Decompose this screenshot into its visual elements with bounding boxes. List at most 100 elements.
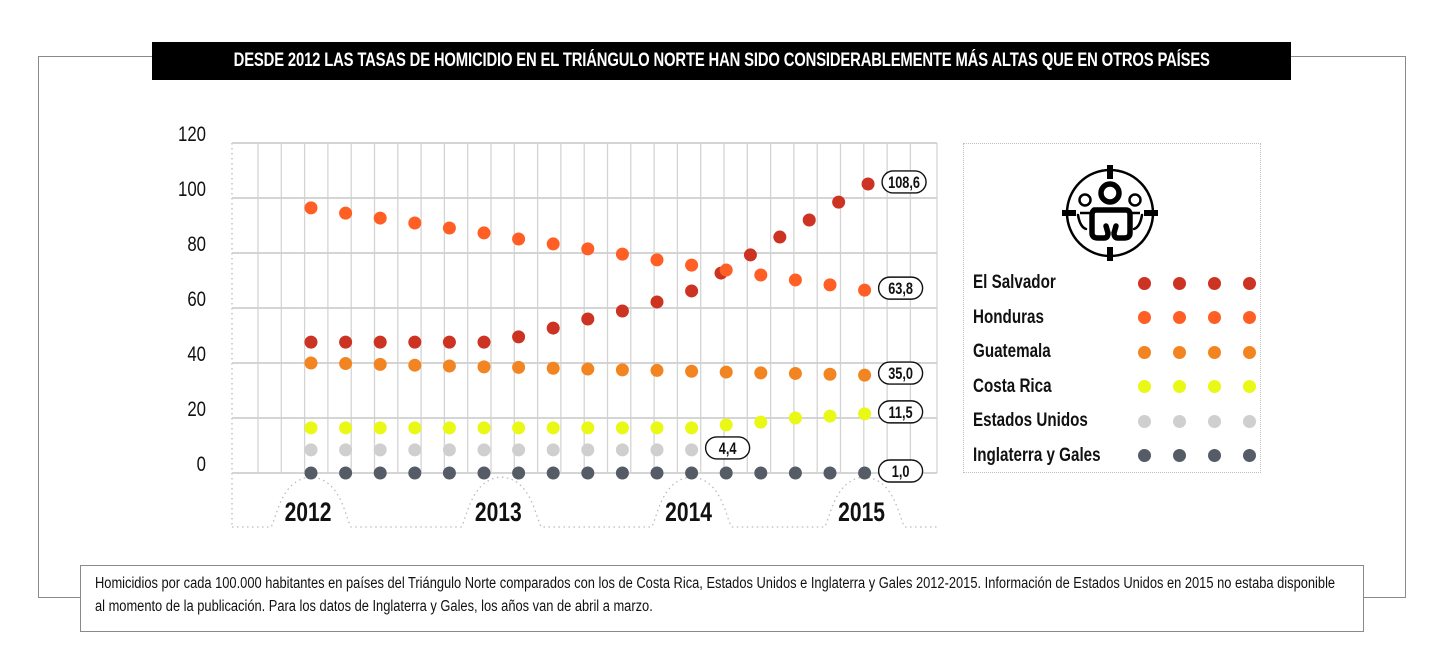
end-value-pill [877, 361, 924, 385]
data-point [512, 232, 526, 246]
data-point [802, 213, 816, 227]
data-point [442, 421, 456, 435]
legend-dot [1138, 449, 1151, 462]
data-point [743, 248, 757, 262]
data-point [477, 443, 491, 457]
data-point [546, 443, 560, 457]
legend-swatch [1138, 414, 1256, 428]
legend-dot [1208, 380, 1221, 393]
legend-label: Inglaterra y Gales [973, 444, 1101, 466]
series-estados-unidos [304, 443, 699, 457]
legend [963, 143, 1261, 473]
legend-swatch [1138, 380, 1256, 393]
data-point [304, 335, 318, 349]
data-point [823, 367, 837, 381]
legend-dot [1243, 311, 1256, 324]
data-point [615, 363, 629, 377]
legend-dot [1138, 380, 1151, 393]
series-honduras [304, 201, 872, 297]
data-point [788, 366, 802, 380]
data-point [512, 421, 526, 435]
legend-dot [1208, 311, 1221, 324]
legend-dot [1243, 345, 1256, 359]
caption: Homicidios por cada 100.000 habitantes e… [80, 565, 1364, 632]
legend-dot [1243, 380, 1256, 393]
series-costa-rica [304, 407, 872, 435]
data-point [685, 284, 699, 298]
data-point [719, 263, 733, 277]
data-point [754, 466, 768, 480]
data-point [373, 466, 387, 480]
legend-item: El Salvador [973, 271, 1258, 295]
end-value-pill [877, 459, 924, 483]
data-point [754, 268, 768, 282]
end-value-label: 108,6 [888, 173, 920, 192]
legend-dot [1173, 276, 1186, 290]
data-point [650, 295, 664, 309]
data-point [685, 466, 699, 480]
y-tick-label: 80 [187, 233, 206, 256]
data-point [581, 312, 595, 326]
data-point [477, 466, 491, 480]
data-point [373, 357, 387, 371]
data-point [304, 466, 318, 480]
data-point [719, 466, 733, 480]
series-guatemala [304, 356, 872, 382]
data-point [858, 368, 872, 382]
data-point [546, 361, 560, 375]
legend-item: Costa Rica [973, 375, 1258, 399]
legend-item: Honduras [973, 306, 1258, 330]
chart-title-text: DESDE 2012 LAS TASAS DE HOMICIDIO EN EL … [233, 50, 1210, 71]
end-value-pill [877, 276, 924, 300]
data-point [581, 466, 595, 480]
data-point [477, 335, 491, 349]
end-value-label: 1,0 [892, 462, 910, 481]
legend-dot [1138, 345, 1151, 359]
data-point [339, 466, 353, 480]
data-point [788, 273, 802, 287]
data-point [408, 358, 422, 372]
y-tick-label: 120 [178, 123, 206, 146]
legend-dot [1208, 276, 1221, 290]
x-year-label: 2012 [285, 498, 332, 528]
legend-dot [1173, 345, 1186, 359]
data-point [339, 206, 353, 220]
legend-dot [1208, 449, 1221, 462]
data-point [512, 330, 526, 344]
data-point [442, 335, 456, 349]
data-point [546, 321, 560, 335]
data-point [615, 304, 629, 318]
legend-label: Honduras [973, 306, 1044, 328]
legend-dot [1173, 311, 1186, 324]
data-point [858, 466, 872, 480]
chart-title: DESDE 2012 LAS TASAS DE HOMICIDIO EN EL … [152, 42, 1291, 80]
legend-dot [1173, 380, 1186, 393]
data-point [615, 466, 629, 480]
end-value-label: 35,0 [888, 364, 913, 383]
data-point [304, 443, 318, 457]
x-year-label: 2014 [665, 498, 712, 528]
data-point [442, 466, 456, 480]
data-point [650, 253, 664, 267]
legend-label: Costa Rica [973, 375, 1052, 397]
legend-dot [1243, 449, 1256, 462]
legend-dot [1243, 414, 1256, 428]
end-value-label: 63,8 [888, 279, 913, 298]
data-point [650, 466, 664, 480]
legend-item: Inglaterra y Gales [973, 444, 1258, 468]
data-point [477, 421, 491, 435]
end-value-pill [877, 400, 924, 424]
data-point [650, 363, 664, 377]
data-point [512, 360, 526, 374]
data-point [546, 421, 560, 435]
end-value-label: 4,4 [719, 439, 737, 458]
data-point [477, 360, 491, 374]
data-point [615, 421, 629, 435]
series-el-salvador [304, 177, 875, 349]
data-point [581, 421, 595, 435]
y-tick-label: 20 [187, 398, 206, 421]
y-tick-label: 40 [187, 343, 206, 366]
data-point [373, 335, 387, 349]
legend-dot [1138, 311, 1151, 324]
